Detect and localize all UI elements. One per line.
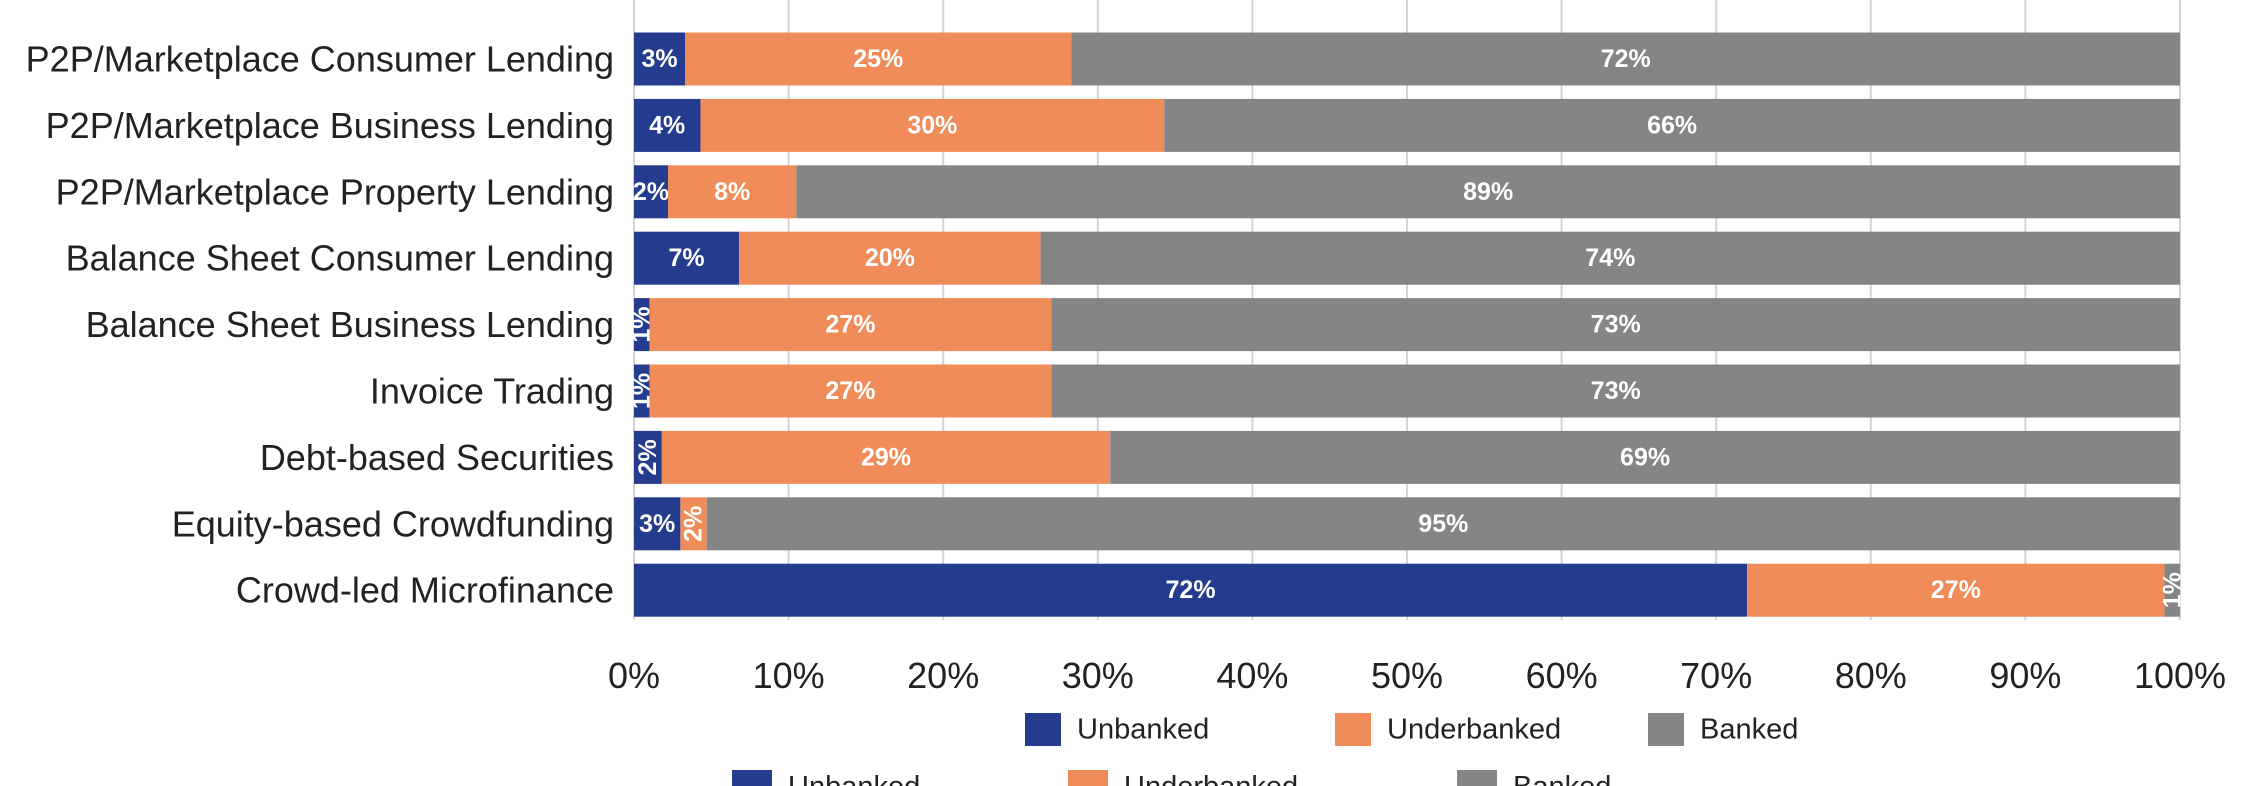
x-tick-label: 0% bbox=[608, 655, 660, 696]
x-tick-label: 70% bbox=[1680, 655, 1752, 696]
category-label: P2P/Marketplace Property Lending bbox=[56, 171, 614, 212]
x-tick-label: 100% bbox=[2134, 655, 2226, 696]
data-label: 3% bbox=[641, 45, 677, 73]
bar-segment bbox=[739, 231, 1041, 285]
bar-segment bbox=[661, 430, 1111, 484]
data-label: 20% bbox=[865, 244, 915, 272]
bar-segment bbox=[634, 563, 1748, 617]
bar-segment bbox=[1051, 364, 2180, 418]
x-tick-label: 80% bbox=[1835, 655, 1907, 696]
x-axis-ticks: 0% 10% 20% 30% 40% 50% 60% 70% 80% 90% 100% bbox=[608, 655, 2226, 696]
bar-segment bbox=[1747, 563, 2165, 617]
category-label: Debt-based Securities bbox=[260, 437, 614, 478]
data-label: 74% bbox=[1585, 244, 1635, 272]
bar-segment bbox=[1071, 32, 2180, 86]
bar-segment bbox=[634, 98, 701, 152]
data-label: 27% bbox=[825, 377, 875, 405]
data-label: 2% bbox=[634, 439, 662, 475]
legend-swatch bbox=[1068, 770, 1108, 786]
legend: Unbanked Underbanked Banked bbox=[1025, 713, 1798, 746]
data-label: 8% bbox=[714, 178, 750, 206]
bar-segment bbox=[668, 165, 797, 219]
data-label: 7% bbox=[668, 244, 704, 272]
bar-segment bbox=[649, 298, 1052, 352]
bar-segment bbox=[706, 497, 2180, 551]
bar-segment bbox=[1164, 98, 2180, 152]
cropped-legend-remnant: Unbanked Underbanked Banked bbox=[732, 770, 1611, 786]
bar-segment bbox=[1051, 298, 2180, 352]
bar-segment bbox=[1040, 231, 2180, 285]
category-label: P2P/Marketplace Business Lending bbox=[46, 105, 614, 146]
bar-segment bbox=[685, 32, 1072, 86]
data-label: 72% bbox=[1166, 576, 1216, 604]
legend-label: Underbanked bbox=[1124, 771, 1298, 786]
bar-segment bbox=[634, 430, 662, 484]
bar-segment bbox=[700, 98, 1165, 152]
data-label: 2% bbox=[680, 506, 708, 542]
bar-segment bbox=[634, 32, 686, 86]
category-label: P2P/Marketplace Consumer Lending bbox=[26, 39, 614, 80]
legend-label: Banked bbox=[1513, 771, 1611, 786]
data-label: 1% bbox=[2158, 572, 2186, 608]
category-label: Equity-based Crowdfunding bbox=[172, 503, 614, 544]
data-label: 73% bbox=[1591, 377, 1641, 405]
legend-swatch bbox=[1025, 713, 1061, 746]
data-label: 4% bbox=[649, 111, 685, 139]
bar-segment bbox=[1110, 430, 2180, 484]
data-label: 66% bbox=[1647, 111, 1697, 139]
legend-label: Unbanked bbox=[788, 771, 920, 786]
bar-segment bbox=[680, 497, 707, 551]
category-labels: P2P/Marketplace Consumer Lending P2P/Mark… bbox=[26, 39, 614, 611]
bar-segment bbox=[2164, 563, 2180, 617]
bar-segment bbox=[634, 364, 650, 418]
x-tick-label: 20% bbox=[907, 655, 979, 696]
bar-segment bbox=[634, 497, 681, 551]
x-tick-label: 40% bbox=[1216, 655, 1288, 696]
data-label: 2% bbox=[633, 178, 669, 206]
data-label: 27% bbox=[1931, 576, 1981, 604]
x-tick-label: 60% bbox=[1526, 655, 1598, 696]
data-label: 73% bbox=[1591, 311, 1641, 339]
x-tick-label: 90% bbox=[1989, 655, 2061, 696]
bar-segment bbox=[796, 165, 2180, 219]
data-label: 72% bbox=[1601, 45, 1651, 73]
data-label: 29% bbox=[861, 443, 911, 471]
bars: 3% 25% 72%4% 30% 66%2% 8% 89%7% 20% 74%1% 27% 73%1… bbox=[628, 32, 2186, 617]
bar-segment bbox=[634, 231, 740, 285]
data-label: 69% bbox=[1620, 443, 1670, 471]
data-label: 30% bbox=[907, 111, 957, 139]
category-label: Balance Sheet Consumer Lending bbox=[66, 238, 614, 279]
x-tick-label: 30% bbox=[1062, 655, 1134, 696]
legend-label: Banked bbox=[1700, 714, 1798, 746]
bar-segment bbox=[634, 298, 650, 352]
bar-segment bbox=[649, 364, 1052, 418]
legend-label: Unbanked bbox=[1077, 714, 1209, 746]
legend-swatch bbox=[1648, 713, 1684, 746]
legend-swatch bbox=[1335, 713, 1371, 746]
data-label: 3% bbox=[639, 510, 675, 538]
category-label: Balance Sheet Business Lending bbox=[86, 304, 614, 345]
data-label: 89% bbox=[1463, 178, 1513, 206]
data-label: 25% bbox=[853, 45, 903, 73]
legend-swatch bbox=[732, 770, 772, 786]
category-label: Crowd-led Microfinance bbox=[236, 570, 614, 611]
x-tick-label: 10% bbox=[753, 655, 825, 696]
x-tick-label: 50% bbox=[1371, 655, 1443, 696]
legend-swatch bbox=[1457, 770, 1497, 786]
data-label: 95% bbox=[1418, 510, 1468, 538]
data-label: 27% bbox=[825, 311, 875, 339]
legend-label: Underbanked bbox=[1387, 714, 1561, 746]
category-label: Invoice Trading bbox=[370, 371, 614, 412]
bar-segment bbox=[634, 165, 669, 219]
